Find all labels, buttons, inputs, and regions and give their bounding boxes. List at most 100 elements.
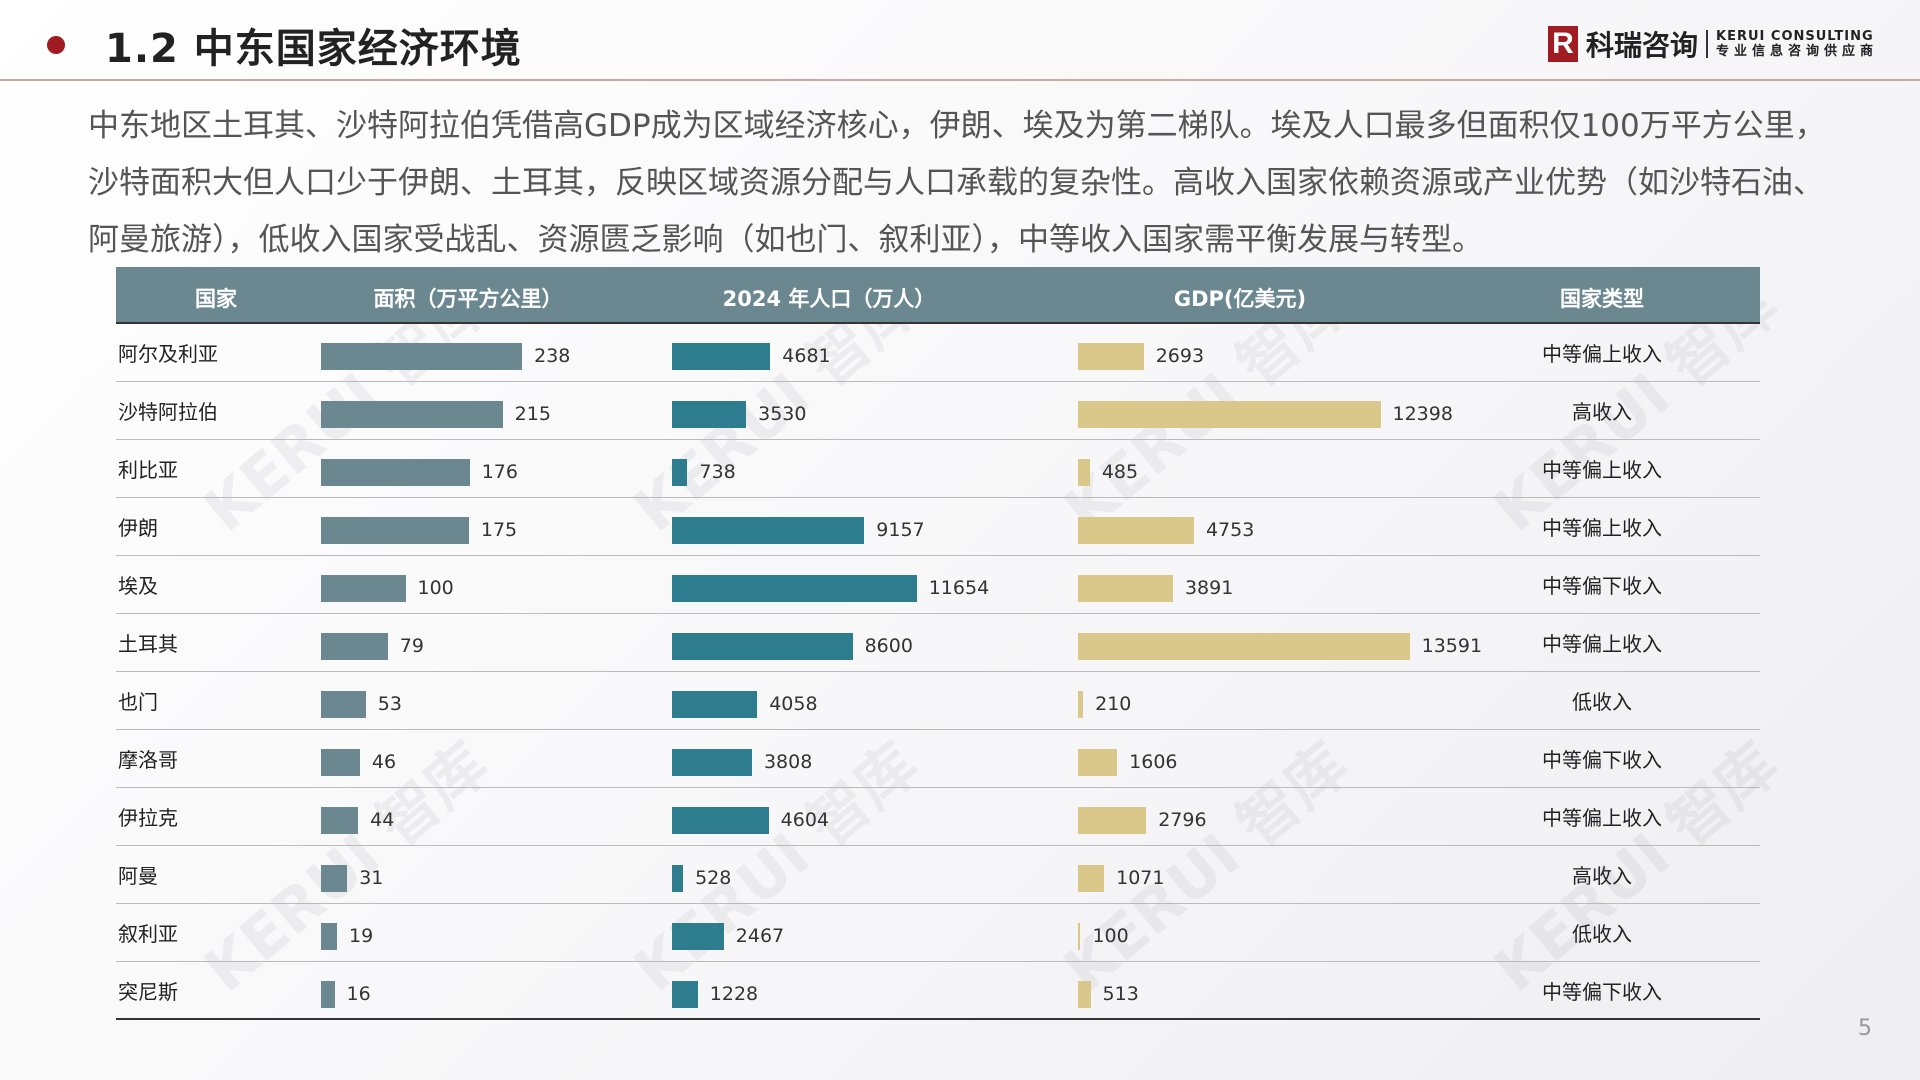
gdp-value: 2796 bbox=[1158, 809, 1207, 831]
table-header: 国家 面积（万平方公里） 2024 年人口（万人） GDP(亿美元) 国家类型 bbox=[116, 267, 1760, 324]
header-gdp: GDP(亿美元) bbox=[1173, 287, 1307, 311]
country-type: 中等偏下收入 bbox=[1542, 748, 1662, 772]
gdp-bar bbox=[1078, 807, 1147, 834]
gdp-value: 210 bbox=[1095, 693, 1132, 715]
gdp-bar bbox=[1078, 749, 1118, 776]
table-row: 埃及 100 11654 3891 中等偏下收入 bbox=[116, 556, 1760, 614]
area-bar bbox=[321, 575, 406, 602]
area-value: 19 bbox=[349, 925, 374, 947]
gdp-bar bbox=[1078, 691, 1084, 718]
population-bar bbox=[672, 517, 865, 544]
country-type: 中等偏上收入 bbox=[1542, 458, 1662, 482]
area-value: 215 bbox=[514, 403, 551, 425]
area-bar bbox=[321, 981, 335, 1008]
gdp-bar bbox=[1078, 401, 1381, 428]
gdp-bar bbox=[1078, 865, 1105, 892]
header-country: 国家 bbox=[195, 287, 237, 311]
area-value: 44 bbox=[370, 809, 395, 831]
logo-mark-icon: R bbox=[1548, 26, 1578, 62]
population-bar bbox=[672, 749, 752, 776]
gdp-value: 100 bbox=[1092, 925, 1129, 947]
population-value: 1228 bbox=[709, 983, 759, 1005]
population-value: 4681 bbox=[782, 345, 831, 367]
economy-table: 国家 面积（万平方公里） 2024 年人口（万人） GDP(亿美元) 国家类型 … bbox=[116, 267, 1760, 1020]
logo-tagline: 专业信息咨询供应商 bbox=[1716, 44, 1879, 59]
population-value: 3530 bbox=[758, 403, 807, 425]
country-type: 高收入 bbox=[1572, 400, 1632, 424]
header-area: 面积（万平方公里） bbox=[373, 287, 563, 311]
area-bar bbox=[321, 691, 366, 718]
country-type: 中等偏下收入 bbox=[1542, 980, 1662, 1004]
country-name: 阿曼 bbox=[118, 864, 158, 888]
page-title: 1.2 中东国家经济环境 bbox=[105, 26, 522, 72]
area-bar bbox=[321, 923, 338, 950]
area-value: 31 bbox=[359, 867, 384, 889]
gdp-bar bbox=[1078, 633, 1410, 660]
area-bar bbox=[321, 807, 359, 834]
country-name: 埃及 bbox=[118, 574, 158, 598]
gdp-value: 4753 bbox=[1205, 519, 1255, 541]
population-value: 4058 bbox=[769, 693, 818, 715]
country-name: 利比亚 bbox=[118, 458, 178, 482]
country-type: 低收入 bbox=[1572, 690, 1632, 714]
country-name: 也门 bbox=[118, 690, 158, 714]
area-bar bbox=[321, 343, 523, 370]
table-row: 叙利亚 19 2467 100 低收入 bbox=[116, 904, 1760, 962]
population-value: 3808 bbox=[763, 751, 813, 773]
area-value: 238 bbox=[534, 345, 571, 367]
gdp-bar bbox=[1078, 575, 1173, 602]
country-type: 中等偏上收入 bbox=[1542, 806, 1662, 830]
population-value: 528 bbox=[695, 867, 732, 889]
gdp-value: 3891 bbox=[1184, 577, 1234, 599]
table-row: 沙特阿拉伯 215 3530 12398 高收入 bbox=[116, 382, 1760, 440]
gdp-bar bbox=[1078, 923, 1081, 950]
country-name: 突尼斯 bbox=[118, 980, 178, 1004]
table-row: 伊拉克 44 4604 2796 中等偏上收入 bbox=[116, 788, 1760, 846]
population-value: 11654 bbox=[928, 577, 990, 599]
gdp-bar bbox=[1078, 981, 1091, 1008]
population-value: 9157 bbox=[876, 519, 925, 541]
gdp-value: 1071 bbox=[1116, 867, 1165, 889]
population-bar bbox=[672, 691, 758, 718]
table-row: 阿曼 31 528 1071 高收入 bbox=[116, 846, 1760, 904]
area-value: 53 bbox=[377, 693, 402, 715]
logo-en-block: KERUI CONSULTING 专业信息咨询供应商 bbox=[1716, 29, 1878, 59]
area-bar bbox=[321, 749, 360, 776]
gdp-value: 1606 bbox=[1129, 751, 1178, 773]
population-bar bbox=[672, 807, 769, 834]
area-bar bbox=[321, 633, 388, 660]
gdp-value: 513 bbox=[1102, 983, 1139, 1005]
area-bar bbox=[321, 517, 469, 544]
area-value: 79 bbox=[399, 635, 424, 657]
area-bar bbox=[321, 401, 503, 428]
country-name: 阿尔及利亚 bbox=[118, 342, 218, 366]
table-row: 也门 53 4058 210 低收入 bbox=[116, 672, 1760, 730]
logo-cn-text: 科瑞咨询 bbox=[1586, 29, 1699, 62]
table-row: 阿尔及利亚 238 4681 2693 中等偏上收入 bbox=[116, 324, 1760, 382]
gdp-bar bbox=[1078, 459, 1090, 486]
population-bar bbox=[672, 459, 688, 486]
area-bar bbox=[321, 459, 470, 486]
header-divider bbox=[0, 79, 1920, 81]
population-bar bbox=[672, 575, 917, 602]
population-value: 4604 bbox=[780, 809, 830, 831]
country-type: 低收入 bbox=[1572, 922, 1632, 946]
table-row: 土耳其 79 8600 13591 中等偏上收入 bbox=[116, 614, 1760, 672]
logo-en-text: KERUI CONSULTING bbox=[1716, 29, 1874, 44]
header-population: 2024 年人口（万人） bbox=[722, 287, 936, 311]
country-name: 沙特阿拉伯 bbox=[118, 400, 218, 424]
population-value: 8600 bbox=[864, 635, 913, 657]
country-name: 摩洛哥 bbox=[118, 748, 178, 772]
page-number: 5 bbox=[1858, 1016, 1872, 1041]
table-row: 伊朗 175 9157 4753 中等偏上收入 bbox=[116, 498, 1760, 556]
population-value: 738 bbox=[699, 461, 736, 483]
population-bar bbox=[672, 923, 724, 950]
country-name: 伊拉克 bbox=[118, 806, 178, 830]
company-logo: R 科瑞咨询 KERUI CONSULTING 专业信息咨询供应商 bbox=[1548, 24, 1878, 64]
gdp-value: 13591 bbox=[1421, 635, 1483, 657]
summary-paragraph: 中东地区土耳其、沙特阿拉伯凭借高GDP成为区域经济核心，伊朗、埃及为第二梯队。埃… bbox=[88, 108, 1826, 258]
population-bar bbox=[672, 865, 684, 892]
country-name: 土耳其 bbox=[118, 632, 178, 656]
gdp-value: 2693 bbox=[1155, 345, 1205, 367]
population-bar bbox=[672, 981, 698, 1008]
